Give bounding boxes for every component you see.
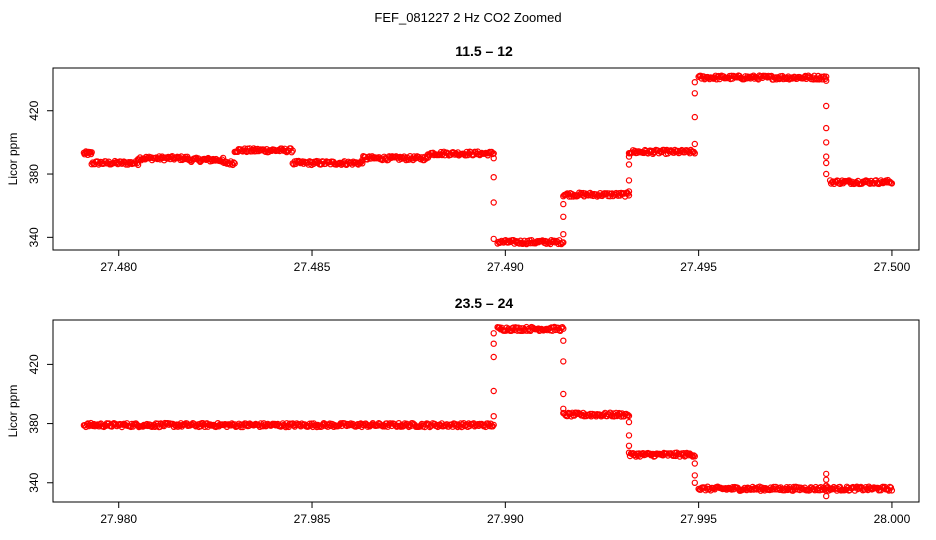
panel-2-transition-point <box>823 476 830 483</box>
panel-2-transition-point <box>560 337 567 344</box>
panel-2-x-tick-label: 27.995 <box>680 512 717 526</box>
panel-2-data-point <box>560 325 567 332</box>
panel-1-y-axis-label: Licor ppm <box>6 133 20 186</box>
panel-1-transition-point <box>823 124 830 132</box>
panel-1-y-axis: 340 380 420 <box>27 100 53 247</box>
panel-1-x-tick-label: 27.500 <box>874 260 911 274</box>
panel-2-x-tick-label: 27.990 <box>487 512 524 526</box>
panel-2-data-point <box>624 411 632 419</box>
panel-2-transition-point <box>691 479 699 486</box>
panel-1-transition-point <box>691 113 699 121</box>
panel-1-transition-point <box>823 153 830 160</box>
panel-1-x-axis: 27.480 27.485 27.490 27.495 27.500 <box>100 250 911 274</box>
panel-1-transition-point <box>560 230 567 238</box>
panel-1-data-point <box>823 73 830 80</box>
panel-2-transition-point <box>625 418 633 426</box>
panel-2-data-point <box>887 484 895 491</box>
panel-2-x-tick-label: 28.000 <box>874 512 911 526</box>
panel-2-y-tick-label: 340 <box>27 472 41 492</box>
panel-1-data-point <box>888 180 896 187</box>
panel-1-data-point <box>230 159 237 166</box>
panel-1-data-point <box>231 160 238 167</box>
panel-1-transition-point <box>490 235 497 243</box>
panel-1-plot-frame <box>52 67 920 251</box>
panel-2-transition-point <box>823 482 830 489</box>
panel-1-transition-point <box>691 140 699 148</box>
panel-1-data-point <box>177 156 184 164</box>
panel-1-data-point <box>625 192 633 199</box>
panel-1-x-tick-label: 27.495 <box>680 260 717 274</box>
panel-1-transition-point <box>625 188 633 195</box>
panel-2-transition-point <box>823 492 830 500</box>
panel-2-transition-point <box>490 387 497 395</box>
panel-1-transition-point <box>691 90 699 97</box>
panel-2-transition-point <box>560 405 567 412</box>
panel-2-y-axis: 340 380 420 <box>27 354 53 493</box>
panel-1-transition-point <box>691 78 699 86</box>
panel-1: 11.5 – 12 Licor ppm 27.480 27.485 27.490 27… <box>6 43 920 274</box>
panel-2-data-point <box>625 412 633 420</box>
panel-2-data-point <box>573 409 580 416</box>
panel-1-transition-point <box>490 173 497 181</box>
panel-1-transition-point <box>823 77 830 84</box>
panel-2-y-axis-label: Licor ppm <box>6 385 20 438</box>
panel-2-transition-point <box>490 340 497 347</box>
panel-2-plot-frame <box>52 319 920 503</box>
panel-2-points <box>80 323 896 500</box>
panel-1-transition-point <box>823 159 830 167</box>
panel-2-transition-point <box>823 470 830 478</box>
panel-2: 23.5 – 24 Licor ppm 27.980 27.985 27.990 27… <box>6 295 920 526</box>
panel-1-transition-point <box>560 213 567 220</box>
panel-2-transition-point <box>625 432 633 439</box>
panel-2-transition-point <box>560 358 567 365</box>
panel-1-data-point <box>560 239 567 246</box>
panel-1-y-tick-label: 340 <box>27 227 41 247</box>
panel-1-transition-point <box>490 154 497 162</box>
panel-1-transition-point <box>625 161 633 168</box>
panel-1-data-point <box>359 160 366 167</box>
panel-1-y-tick-label: 420 <box>27 100 41 120</box>
panel-2-data-point <box>691 453 699 460</box>
figure-title: FEF_081227 2 Hz CO2 Zoomed <box>374 10 561 25</box>
panel-1-x-tick-label: 27.485 <box>294 260 331 274</box>
panel-1-transition-point <box>625 153 633 160</box>
panel-1-data-point <box>88 149 95 156</box>
panel-2-data-point <box>690 452 698 459</box>
panel-2-title: 23.5 – 24 <box>455 295 514 311</box>
panel-1-y-tick-label: 380 <box>27 164 41 184</box>
panel-2-transition-point <box>490 353 497 361</box>
panel-2-transition-point <box>560 390 567 398</box>
panel-2-transition-point <box>691 472 699 479</box>
panel-2-data-point <box>888 487 896 494</box>
panel-1-transition-point <box>560 200 567 208</box>
panel-1-transition-point <box>823 170 830 178</box>
panel-2-transition-point <box>625 442 633 449</box>
panel-1-transition-point <box>823 102 830 110</box>
panel-1-transition-point <box>490 199 497 206</box>
panel-2-x-tick-label: 27.980 <box>100 512 137 526</box>
panel-2-transition-point <box>490 330 497 337</box>
panel-2-x-tick-label: 27.985 <box>294 512 331 526</box>
panel-2-y-tick-label: 380 <box>27 413 41 433</box>
panel-2-data-point <box>490 421 497 429</box>
panel-1-transition-point <box>823 139 830 146</box>
panel-2-transition-point <box>691 460 699 467</box>
panel-2-x-axis: 27.980 27.985 27.990 27.995 28.000 <box>100 502 911 526</box>
panel-1-transition-point <box>625 177 633 184</box>
panel-1-data-point <box>691 150 699 157</box>
panel-2-transition-point <box>490 413 497 420</box>
panel-1-x-tick-label: 27.480 <box>100 260 137 274</box>
panel-1-x-tick-label: 27.490 <box>487 260 524 274</box>
panel-2-y-tick-label: 420 <box>27 354 41 374</box>
panel-1-points <box>80 72 896 248</box>
panel-1-data-point <box>289 147 296 154</box>
panel-1-title: 11.5 – 12 <box>455 43 513 59</box>
